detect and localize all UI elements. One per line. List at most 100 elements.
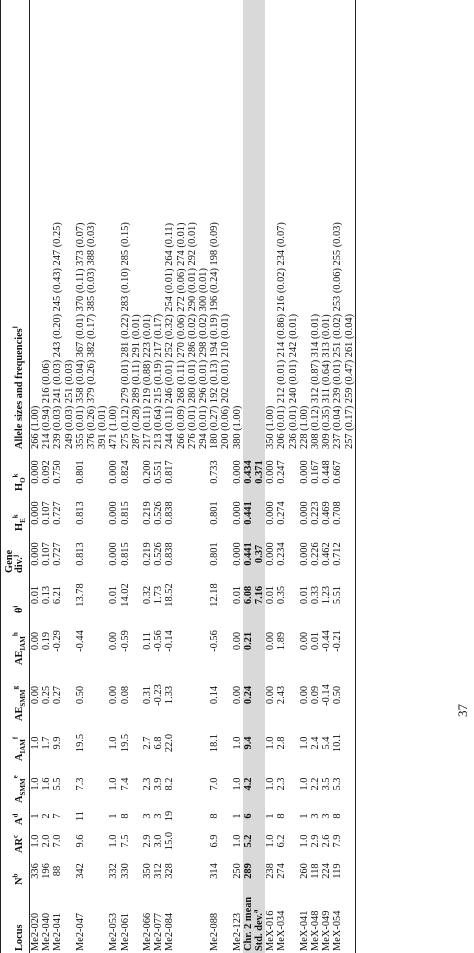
ho-cell: 0.733: [209, 460, 221, 484]
theta-cell: 0.01: [108, 585, 120, 605]
allele-line: 244 (0.11) 246 (0.01) 252 (0.32) 254 (0.…: [164, 222, 176, 449]
table-row: Me2-066 350 2.9 3 2.3 2.7 0.31 0.11 0.32 0.219 0.2…: [142, 0, 153, 953]
allele-line: 200 (0.06) 202 (0.01) 210 (0.01): [220, 313, 232, 449]
he-cell: 0.107: [41, 501, 53, 525]
locus-cell: Me2-053: [108, 912, 120, 951]
aeiam-cell: -0.56: [209, 630, 221, 652]
aesmm-cell: 2.43: [276, 685, 288, 705]
a-cell: [254, 805, 266, 827]
allele-line: 213 (0.64) 215 (0.19) 217 (0.17): [153, 313, 165, 449]
table-row: Chr. 2 mean 289 5.2 6 4.2 9.4 0.24 0.21 6.08 0.44…: [242, 0, 255, 953]
ho-cell: 0.167: [310, 460, 322, 484]
ho-cell: 0.667: [332, 451, 356, 493]
a-cell: 1: [30, 813, 41, 819]
gene-div-cell: 0.526: [153, 542, 165, 566]
ar-cell: 1.0: [108, 834, 120, 848]
locus-cell: Me2-061: [119, 912, 131, 951]
allele-frequencies-cell: 309 (0.35) 311 (0.64) 313 (0.01): [321, 0, 332, 451]
n-cell: 250: [231, 863, 243, 879]
theta-cell: 0.33: [310, 585, 322, 605]
theta-cell: 0.13: [41, 585, 53, 605]
ho-cell: 0.200: [142, 460, 154, 484]
gene-div-cell: 0.000: [30, 542, 41, 566]
theta-cell: 1.23: [321, 585, 333, 605]
locus-cell: MeX-041: [298, 910, 310, 951]
ho-cell: 0.000: [265, 460, 277, 484]
he-cell: 0.813: [74, 501, 86, 525]
ar-cell: 3.0: [153, 834, 165, 848]
aiam-cell: 19.5: [119, 733, 131, 753]
gene-div-cell: 0.37: [254, 533, 266, 575]
asmm-cell: 3.5: [321, 777, 333, 791]
microsatellite-table: Locus Nb ARc Ad ASMMe AIAMf AESMMg AEIAM…: [0, 0, 356, 953]
n-cell: 314: [209, 863, 221, 879]
aiam-cell: 1.0: [265, 736, 277, 750]
aeiam-cell: [254, 615, 266, 667]
locus-cell: MeX-049: [321, 910, 333, 951]
table-row: Me2-053 332 1.0 1 1.0 1.0 0.00 0.00 0.01 0.000 0.0…: [108, 0, 119, 953]
theta-cell: 18.52: [164, 583, 176, 607]
ho-cell: 0.000: [231, 460, 243, 484]
locus-cell: Me2-041: [52, 912, 64, 951]
gene-div-cell: 0.226: [310, 542, 322, 566]
aiam-cell: 2.7: [142, 736, 154, 750]
gene-div-cell: 0.712: [332, 533, 356, 575]
ho-cell: 0.000: [108, 460, 120, 484]
ar-cell: 6.9: [209, 834, 221, 848]
aiam-cell: 19.5: [74, 733, 86, 753]
locus-cell: Std. dev.a: [252, 887, 266, 953]
a-cell: 1: [231, 813, 243, 819]
allele-line: 376 (0.26) 379 (0.26) 382 (0.17) 385 (0.…: [86, 222, 98, 449]
a-cell: 8: [332, 805, 356, 827]
aiam-cell: 1.0: [231, 736, 243, 750]
locus-cell: Me2-047: [74, 912, 86, 951]
n-cell: 238: [265, 863, 277, 879]
locus-cell: MeX-034: [276, 910, 288, 951]
allele-line: 239 (0.03) 241 (0.03) 243 (0.20) 245 (0.…: [52, 222, 64, 449]
gene-div-cell: 0.219: [142, 542, 154, 566]
allele-line: 355 (0.01) 358 (0.04) 367 (0.01) 370 (0.…: [74, 222, 86, 449]
n-cell: 350: [142, 863, 154, 879]
theta-cell: 0.01: [231, 585, 243, 605]
locus-cell: Chr. 2 mean: [242, 887, 255, 953]
allele-line: 380 (1.00): [231, 405, 243, 449]
n-cell: 88: [52, 865, 64, 877]
allele-frequencies-cell: 228 (1.00): [299, 0, 310, 451]
allele-frequencies-cell: 213 (0.64) 215 (0.19) 217 (0.17): [153, 0, 164, 451]
asmm-cell: 3.9: [153, 777, 165, 791]
table-row: Me2-061 330 7.5 8 7.4 19.5 0.08 -0.59 14.02 0.815…: [120, 0, 142, 953]
aesmm-cell: 0.00: [298, 685, 310, 705]
asmm-cell: 5.3: [332, 763, 356, 805]
allele-frequencies-cell: 217 (0.11) 219 (0.88) 223 (0.01): [142, 0, 153, 451]
ar-cell: 2.0: [41, 834, 53, 848]
aiam-cell: 6.8: [153, 736, 165, 750]
asmm-cell: 8.2: [164, 777, 176, 791]
aeiam-cell: -0.44: [74, 630, 86, 652]
ar-cell: 2.6: [321, 834, 333, 848]
n-cell: 330: [119, 863, 131, 879]
aesmm-cell: 0.31: [142, 685, 154, 705]
aiam-cell: 5.4: [321, 736, 333, 750]
n-cell: 224: [321, 863, 333, 879]
a-cell: 6: [242, 805, 255, 827]
he-cell: 0.223: [310, 501, 322, 525]
aesmm-cell: 0.14: [209, 685, 221, 705]
aiam-cell: 9.4: [242, 723, 255, 763]
asmm-cell: 2.3: [276, 777, 288, 791]
asmm-cell: 1.6: [41, 777, 53, 791]
a-cell: 3: [321, 813, 333, 819]
aeiam-cell: 1.89: [276, 631, 288, 651]
aeiam-cell: 0.21: [242, 615, 255, 667]
he-cell: 0.801: [209, 501, 221, 525]
ho-cell: 0.750: [52, 460, 64, 484]
theta-cell: 14.02: [119, 583, 131, 607]
theta-cell: 7.16: [254, 575, 266, 615]
allele-frequencies-cell: 275 (0.12) 279 (0.01) 281 (0.22) 283 (0.…: [120, 0, 142, 451]
allele-line: 276 (0.01) 280 (0.01) 286 (0.02) 290 (0.…: [186, 222, 198, 449]
header-n: Nb: [11, 873, 25, 885]
table-row: Me2-084 328 15.0 19 8.2 22.0 1.33 -0.14 18.52 0.8…: [164, 0, 209, 953]
allele-frequencies-cell: 214 (0.94) 216 (0.06): [41, 0, 52, 451]
n-cell: 119: [332, 855, 356, 887]
n-cell: [254, 855, 266, 887]
header-ar: ARc: [11, 834, 25, 853]
